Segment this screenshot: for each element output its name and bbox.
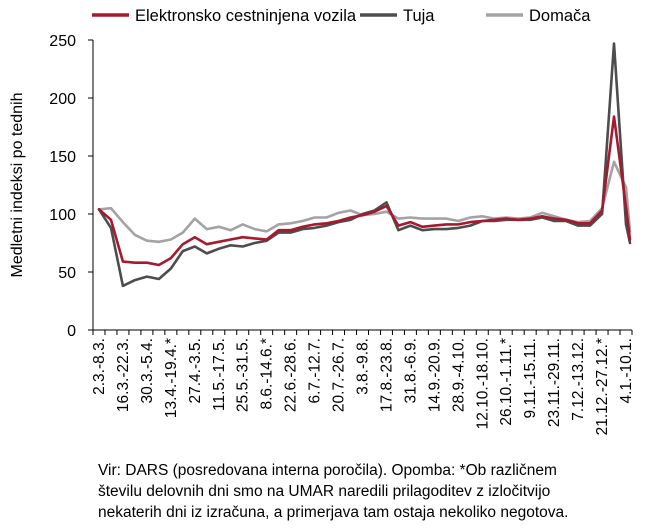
x-tick-label: 23.11.-29.11.	[546, 338, 563, 427]
x-tick-label: 3.8.-9.8.	[355, 338, 372, 395]
x-tick-label: 6.7.-12.7.	[307, 338, 324, 404]
line-chart: Elektronsko cestninjena vozila Tuja Domača…	[9, 7, 635, 435]
x-tick-label: 9.11.-15.11.	[522, 338, 539, 418]
x-tick-label: 16.3.-22.3.	[115, 338, 132, 412]
x-tick-label: 25.5.-31.5.	[235, 338, 252, 412]
y-tick-label: 0	[67, 323, 76, 340]
x-tick-label: 2.3.-8.3.	[91, 338, 108, 395]
x-tick-label: 7.12.-13.12.	[570, 338, 587, 421]
chart-series	[97, 42, 632, 288]
source-note-line-1: Vir: DARS (posredovana interna poročila)…	[98, 462, 557, 479]
chart-axes: 0 50 100 150 200 250 2.3.-8.3. 16.3.-22.3. 30.3.…	[49, 33, 635, 435]
x-tick-label: 26.10.-1.11.*	[498, 338, 515, 426]
x-tick-label: 30.3.-5.4.	[139, 338, 156, 404]
legend-label-2: Domača	[529, 7, 591, 25]
x-tick-label: 22.6.-28.6.	[283, 338, 300, 412]
y-tick-label: 200	[49, 91, 76, 108]
x-tick-label: 12.10.-18.10.	[474, 338, 491, 429]
source-note-line-2: številu delovnih dni smo na UMAR naredil…	[98, 483, 551, 500]
x-tick-label: 17.8.-23.8.	[378, 338, 395, 412]
x-tick-label: 20.7.-26.7.	[331, 338, 348, 412]
x-tick-label: 13.4.-19.4.*	[163, 338, 180, 418]
x-tick-label: 8.6.-14.6.*	[259, 338, 276, 410]
y-tick-label: 150	[49, 149, 76, 166]
legend-label-0: Elektronsko cestninjena vozila	[135, 7, 357, 25]
x-tick-label: 21.12.-27.12.*	[594, 338, 611, 435]
chart-legend: Elektronsko cestninjena vozila Tuja Domača	[92, 7, 591, 25]
legend-label-1: Tuja	[403, 7, 435, 25]
y-tick-label: 100	[49, 207, 76, 224]
x-tick-label: 27.4.-3.5.	[187, 338, 204, 404]
x-tick-label: 14.9.-20.9.	[426, 338, 443, 412]
source-note: Vir: DARS (posredovana interna poročila)…	[98, 460, 643, 523]
x-tick-label: 31.8.-6.9.	[402, 338, 419, 404]
y-tick-label: 250	[49, 33, 76, 50]
series-line-2	[97, 160, 632, 244]
x-tick-label: 28.9.-4.10.	[450, 338, 467, 412]
x-tick-label: 11.5.-17.5.	[211, 338, 228, 411]
y-tick-label: 50	[58, 265, 76, 282]
x-tick-label: 4.1.-10.1.	[618, 338, 635, 404]
source-note-line-3: nekaterih dni iz izračuna, a primerjava …	[98, 504, 569, 521]
y-axis-label: Medletni indeksi po tednih	[9, 92, 26, 277]
series-line-0	[97, 115, 632, 267]
